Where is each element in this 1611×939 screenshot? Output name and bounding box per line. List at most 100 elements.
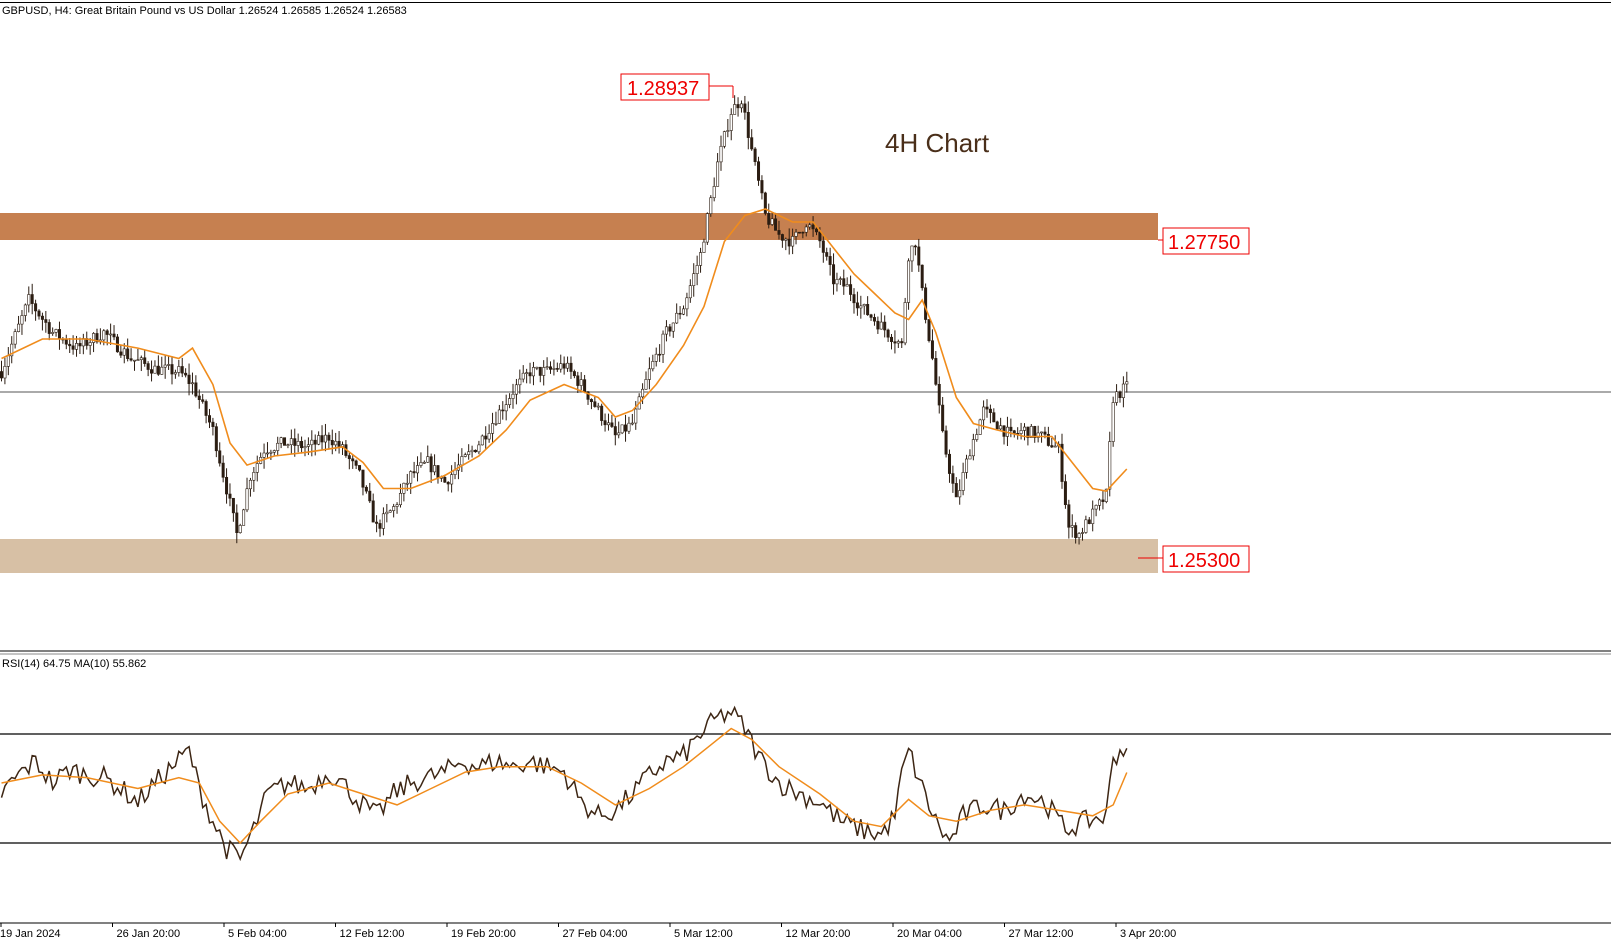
candle-body bbox=[1094, 504, 1098, 510]
candle-body bbox=[920, 264, 924, 289]
candle-body bbox=[562, 363, 566, 369]
candle-body bbox=[235, 512, 239, 533]
candle-body bbox=[784, 238, 788, 241]
candle-body bbox=[647, 368, 651, 380]
candle-body bbox=[746, 112, 750, 138]
high-label-box bbox=[620, 73, 710, 101]
candle-body bbox=[412, 471, 416, 474]
candle-body bbox=[368, 490, 372, 502]
candle-body bbox=[13, 331, 17, 345]
candle-body bbox=[613, 426, 617, 436]
candle-body bbox=[197, 395, 201, 400]
candle-body bbox=[480, 435, 484, 446]
candle-body bbox=[518, 378, 522, 386]
candle-body bbox=[866, 304, 870, 316]
candle-body bbox=[668, 326, 672, 332]
candle-body bbox=[416, 465, 420, 474]
candle-body bbox=[538, 366, 542, 376]
candle-body bbox=[559, 363, 563, 370]
candle-body bbox=[1026, 426, 1030, 438]
candle-body bbox=[443, 477, 447, 483]
candle-body bbox=[617, 432, 621, 436]
candle-body bbox=[371, 500, 375, 523]
candle-body bbox=[177, 366, 181, 373]
candle-body bbox=[927, 319, 931, 342]
candle-body bbox=[688, 285, 692, 299]
candle-body bbox=[68, 343, 72, 347]
candle-body bbox=[248, 479, 252, 490]
candle-body bbox=[289, 438, 293, 445]
candle-body bbox=[872, 317, 876, 322]
candle-body bbox=[1053, 445, 1057, 448]
candle-body bbox=[1012, 430, 1016, 434]
candle-body bbox=[576, 375, 580, 386]
candle-body bbox=[57, 329, 61, 340]
candle-body bbox=[549, 366, 553, 370]
candle-body bbox=[92, 333, 96, 343]
candle-body bbox=[34, 303, 38, 312]
candle-body bbox=[30, 294, 34, 304]
candle-body bbox=[1108, 441, 1112, 490]
candle-body bbox=[358, 465, 362, 471]
candle-body bbox=[954, 483, 958, 498]
candle-body bbox=[514, 384, 518, 395]
candle-body bbox=[760, 180, 764, 194]
candle-body bbox=[930, 340, 934, 359]
candle-body bbox=[286, 444, 290, 446]
candle-body bbox=[204, 401, 208, 416]
candle-body bbox=[262, 452, 266, 458]
candle-body bbox=[716, 161, 720, 187]
candle-body bbox=[511, 393, 515, 399]
candle-body bbox=[988, 408, 992, 413]
candle-body bbox=[122, 348, 126, 356]
candle-body bbox=[409, 471, 413, 484]
candle-body bbox=[1111, 402, 1115, 442]
candle-body bbox=[504, 404, 508, 412]
time-axis-label: 26 Jan 20:00 bbox=[117, 928, 181, 939]
time-axis-label: 20 Mar 04:00 bbox=[897, 928, 962, 939]
candle-body bbox=[245, 488, 249, 511]
candle-body bbox=[395, 504, 399, 507]
candle-body bbox=[351, 458, 355, 462]
candle-body bbox=[112, 333, 116, 338]
rsi-line bbox=[0, 705, 1128, 862]
candle-body bbox=[361, 469, 365, 488]
candle-body bbox=[787, 238, 791, 247]
support-label-text: 1.25300 bbox=[1168, 550, 1240, 572]
candle-body bbox=[1046, 433, 1050, 446]
candle-body bbox=[531, 367, 535, 377]
candle-body bbox=[791, 236, 795, 247]
candle-body bbox=[535, 366, 539, 369]
candle-body bbox=[47, 322, 51, 334]
candle-body bbox=[849, 284, 853, 295]
candle-body bbox=[184, 372, 188, 376]
candle-body bbox=[859, 305, 863, 309]
candle-body bbox=[705, 213, 709, 243]
candle-body bbox=[218, 450, 222, 464]
candle-body bbox=[1115, 391, 1119, 403]
candle-body bbox=[156, 365, 160, 375]
candle-body bbox=[1060, 443, 1064, 482]
candle-body bbox=[306, 444, 310, 447]
candle-body bbox=[821, 240, 825, 253]
candle-body bbox=[347, 455, 351, 460]
candle-body bbox=[555, 368, 559, 370]
candle-body bbox=[610, 422, 614, 427]
candle-body bbox=[1104, 488, 1108, 502]
candle-body bbox=[825, 252, 829, 257]
candle-body bbox=[75, 343, 79, 350]
candle-body bbox=[221, 462, 225, 478]
time-axis-label: 3 Apr 20:00 bbox=[1120, 928, 1176, 939]
candle-body bbox=[44, 319, 48, 323]
candle-body bbox=[890, 336, 894, 342]
high-label-text: 1.28937 bbox=[627, 78, 699, 100]
candle-body bbox=[37, 310, 41, 317]
candle-body bbox=[1080, 532, 1084, 534]
candle-body bbox=[753, 148, 757, 162]
candle-body bbox=[429, 456, 433, 473]
candle-body bbox=[364, 486, 368, 492]
candle-body bbox=[583, 379, 587, 392]
candle-body bbox=[487, 433, 491, 440]
candle-body bbox=[105, 330, 109, 335]
candle-body bbox=[525, 372, 529, 374]
